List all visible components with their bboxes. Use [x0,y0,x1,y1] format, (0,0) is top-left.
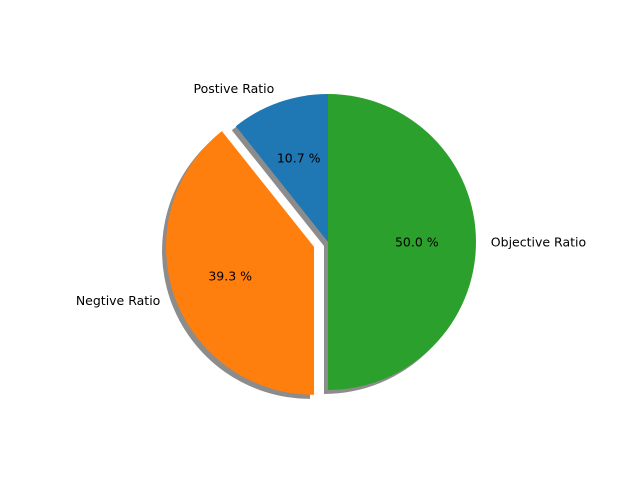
slice-layer [166,94,476,395]
slice-label-postive-ratio: Postive Ratio [194,81,275,96]
slice-label-negtive-ratio: Negtive Ratio [76,293,161,308]
pie-slice-objective-ratio [328,94,476,390]
label-layer: Postive Ratio 10.7 % Negtive Ratio 39.3 % Ob… [76,81,586,308]
pie-slice-postive-ratio [235,94,328,242]
pie-slice-negtive-ratio [166,131,315,395]
slice-label-objective-ratio: Objective Ratio [491,235,586,250]
slice-percent-postive-ratio: 10.7 % [277,151,321,166]
slice-percent-negtive-ratio: 39.3 % [208,269,252,284]
slice-percent-objective-ratio: 50.0 % [395,235,439,250]
